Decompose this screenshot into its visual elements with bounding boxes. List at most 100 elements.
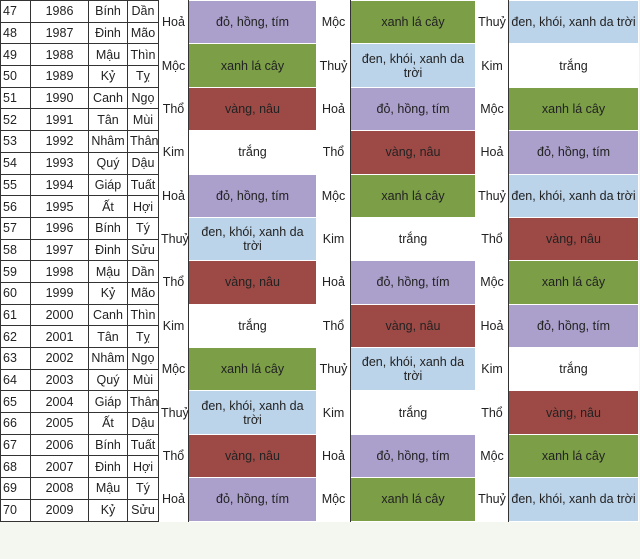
table-row: 59 1998 Mậu Dần Thổ vàng, nâu Hoả đỏ, hồng, tím… [0, 260, 639, 305]
heavenly-stem: Nhâm [88, 347, 128, 370]
year: 2007 [30, 455, 89, 479]
table-row: 52 1991 Tân Mùi [0, 108, 639, 132]
heavenly-stem: Nhâm [88, 130, 128, 153]
table-row: 68 2007 Đinh Hợi [0, 455, 639, 479]
element: Kim [158, 130, 189, 174]
heavenly-stem: Ất [88, 195, 128, 218]
row-number: 51 [0, 86, 31, 110]
element: Thổ [316, 130, 351, 174]
earthly-branch: Mão [127, 21, 159, 45]
element: Hoả [316, 87, 351, 131]
color-cell: vàng, nâu [188, 260, 317, 305]
earthly-branch: Tuất [127, 433, 159, 457]
table-row: 69 2008 Mậu Tý Hoả đỏ, hồng, tím Mộc xanh lá câ… [0, 477, 639, 522]
element: Kim [475, 347, 509, 391]
heavenly-stem: Mậu [88, 43, 128, 67]
year: 1987 [30, 21, 89, 45]
year: 2004 [30, 390, 89, 414]
row-number: 68 [0, 455, 31, 479]
row-number: 52 [0, 108, 31, 132]
color-cell: đen, khói, xanh da trời [508, 173, 639, 218]
earthly-branch: Sửu [127, 498, 159, 522]
year: 1993 [30, 151, 89, 175]
table-row: 63 2002 Nhâm Ngọ Mộc xanh lá cây Thuỷ đen, khói… [0, 346, 639, 392]
earthly-branch: Mùi [127, 368, 159, 392]
heavenly-stem: Tân [88, 108, 128, 132]
heavenly-stem: Đinh [88, 21, 128, 45]
color-cell: đỏ, hồng, tím [188, 173, 317, 218]
element: Mộc [158, 43, 189, 88]
color-cell: đỏ, hồng, tím [350, 86, 476, 132]
element: Hoả [475, 130, 509, 174]
element: Thổ [316, 304, 351, 348]
element: Thuỷ [316, 43, 351, 88]
year: 2006 [30, 433, 89, 457]
table-row: 54 1993 Quý Dậu [0, 151, 639, 175]
row-number: 61 [0, 303, 31, 327]
year: 1990 [30, 86, 89, 110]
element: Thuỷ [158, 390, 189, 435]
row-number: 50 [0, 65, 31, 88]
element: Mộc [158, 347, 189, 391]
year: 2003 [30, 368, 89, 392]
color-cell: xanh lá cây [350, 0, 476, 45]
color-cell: đen, khói, xanh da trời [508, 477, 639, 522]
table-row: 66 2005 Ất Dậu [0, 412, 639, 435]
year: 2008 [30, 477, 89, 500]
year: 1988 [30, 43, 89, 67]
table-row: 60 1999 Kỷ Mão [0, 281, 639, 305]
year: 2001 [30, 325, 89, 348]
color-cell: trắng [350, 390, 476, 435]
element: Mộc [475, 434, 509, 478]
row-number: 63 [0, 347, 31, 370]
heavenly-stem: Quý [88, 368, 128, 392]
earthly-branch: Dần [127, 260, 159, 283]
row-number: 55 [0, 173, 31, 197]
row-number: 47 [0, 0, 31, 23]
color-cell: đen, khói, xanh da trời [188, 390, 317, 435]
table-row: 70 2009 Kỷ Sửu [0, 498, 639, 522]
element: Mộc [475, 260, 509, 305]
color-cell: trắng [188, 303, 317, 349]
element: Hoả [316, 260, 351, 305]
element: Hoả [158, 477, 189, 521]
year: 1997 [30, 238, 89, 262]
row-number: 54 [0, 151, 31, 175]
color-cell: xanh lá cây [350, 173, 476, 218]
row-number: 62 [0, 325, 31, 348]
color-cell: trắng [508, 346, 639, 392]
heavenly-stem: Canh [88, 303, 128, 327]
year: 1994 [30, 173, 89, 197]
earthly-branch: Mùi [127, 108, 159, 132]
table-row: 57 1996 Bính Tý Thuỷ đen, khói, xanh da trời K… [0, 216, 639, 262]
color-cell: xanh lá cây [188, 43, 317, 88]
earthly-branch: Tý [127, 477, 159, 500]
earthly-branch: Thìn [127, 303, 159, 327]
row-number: 67 [0, 433, 31, 457]
earthly-branch: Hợi [127, 195, 159, 218]
row-number: 53 [0, 130, 31, 153]
year: 1989 [30, 65, 89, 88]
heavenly-stem: Mậu [88, 260, 128, 283]
earthly-branch: Thân [127, 390, 159, 414]
table-row: 47 1986 Bính Dần Hoả đỏ, hồng, tím Mộc xanh lá … [0, 0, 639, 45]
element: Hoả [158, 174, 189, 218]
heavenly-stem: Giáp [88, 390, 128, 414]
color-cell: đỏ, hồng, tím [188, 0, 317, 45]
row-number: 69 [0, 477, 31, 500]
earthly-branch: Sửu [127, 238, 159, 262]
color-cell: đỏ, hồng, tím [350, 260, 476, 305]
row-number: 58 [0, 238, 31, 262]
color-cell: đen, khói, xanh da trời [508, 0, 639, 45]
color-cell: đen, khói, xanh da trời [350, 346, 476, 392]
year: 1996 [30, 216, 89, 240]
element: Thuỷ [475, 174, 509, 218]
color-cell: xanh lá cây [508, 260, 639, 305]
heavenly-stem: Quý [88, 151, 128, 175]
element: Kim [316, 390, 351, 435]
heavenly-stem: Bính [88, 216, 128, 240]
heavenly-stem: Đinh [88, 238, 128, 262]
row-number: 56 [0, 195, 31, 218]
element: Thổ [158, 260, 189, 305]
table-row: 49 1988 Mậu Thìn Mộc xanh lá cây Thuỷ đen, khói… [0, 43, 639, 88]
